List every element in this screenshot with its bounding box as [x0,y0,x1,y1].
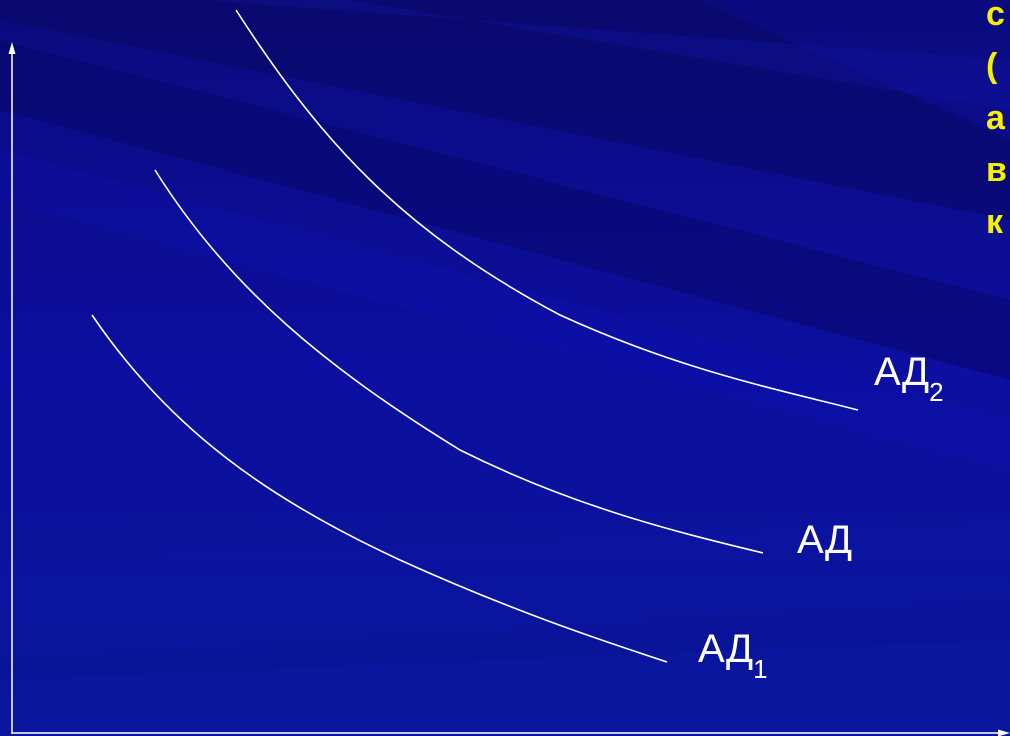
curve-label-ad1: АД1 [698,627,768,684]
side-text-line: ( [986,47,998,85]
side-text-fragments: с ( а в к [986,0,1007,248]
curve-subscript-ad1: 1 [753,654,767,684]
curve-ad2 [235,9,859,411]
y-axis-arrow-icon [8,42,16,54]
side-text-line: к [986,203,1004,241]
side-text-line: с [986,0,1005,33]
curve-subscript-ad2: 2 [929,377,943,407]
x-axis-arrow-icon [998,729,1010,736]
curve-label-ad2: АД2 [874,350,944,407]
y-axis [8,42,16,734]
side-text-line: а [986,99,1005,137]
curve-ad [154,169,764,554]
curve-ad1 [91,314,668,663]
x-axis [12,729,1010,736]
side-text-line: в [986,151,1007,189]
curve-label-ad: АД [797,518,852,562]
